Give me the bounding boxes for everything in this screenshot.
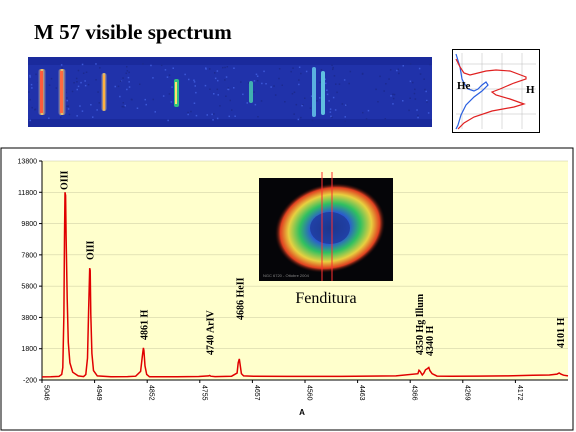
line-profile-inset: He H — [452, 49, 540, 133]
y-tick-label: -200 — [23, 378, 37, 385]
y-axis-ticks: 13800 11800 9800 7800 5800 3800 1800 -200 — [18, 159, 42, 385]
he-profile-curve — [455, 53, 489, 130]
line-annotations: OIII OIII 4861 H 4740 ArIV 4686 HeII 4350 Hg … — [59, 170, 566, 356]
nebula-image-note: NGC 6720 - Ottobre 2004 — [263, 273, 310, 278]
y-tick-label: 5800 — [21, 284, 37, 291]
y-tick-label: 7800 — [21, 252, 37, 259]
h-profile-curve — [455, 58, 527, 130]
x-tick-label: 4366 — [411, 385, 418, 401]
x-tick-label: 4755 — [200, 385, 207, 401]
x-tick-label: 4949 — [95, 385, 102, 401]
x-tick-label: 4463 — [358, 385, 365, 401]
x-axis-ticks: 5046 4949 4852 4755 4657 4560 4463 4366 4269 4172 — [41, 380, 523, 401]
peak-annotation: OIII — [59, 170, 70, 190]
spectrum-strip-image — [28, 57, 432, 127]
x-tick-label: 4852 — [148, 385, 155, 401]
peak-annotation: OIII — [86, 240, 97, 260]
y-tick-label: 1800 — [21, 346, 37, 353]
peak-annotation: 4740 ArIV — [206, 310, 217, 356]
spectrum-chart: 13800 11800 9800 7800 5800 3800 1800 -200 5046 4… — [0, 147, 574, 431]
peak-annotation: 4340 H — [425, 326, 436, 357]
peak-annotation: 4686 HeII — [235, 277, 246, 320]
x-tick-label: 4172 — [516, 385, 523, 401]
x-tick-label: 4560 — [306, 385, 313, 401]
h-label: H — [526, 84, 535, 96]
peak-annotation: 4350 Hg Illum — [415, 293, 426, 355]
y-tick-label: 13800 — [18, 159, 38, 166]
y-tick-label: 11800 — [18, 190, 37, 197]
x-axis-label: A — [299, 408, 305, 417]
peak-annotation: 4861 H — [139, 310, 150, 341]
nebula-image-inset: NGC 6720 - Ottobre 2004 — [259, 172, 393, 281]
page-title: M 57 visible spectrum — [34, 20, 232, 44]
x-tick-label: 5046 — [43, 385, 50, 401]
y-tick-label: 3800 — [21, 315, 37, 322]
peak-annotation: 4101 H — [556, 318, 567, 349]
spectrum-series-line — [41, 192, 569, 378]
he-label: He — [457, 80, 471, 92]
x-tick-label: 4269 — [463, 385, 470, 401]
x-tick-label: 4657 — [253, 385, 260, 401]
slit-caption: Fenditura — [295, 290, 356, 307]
y-tick-label: 9800 — [21, 221, 37, 228]
